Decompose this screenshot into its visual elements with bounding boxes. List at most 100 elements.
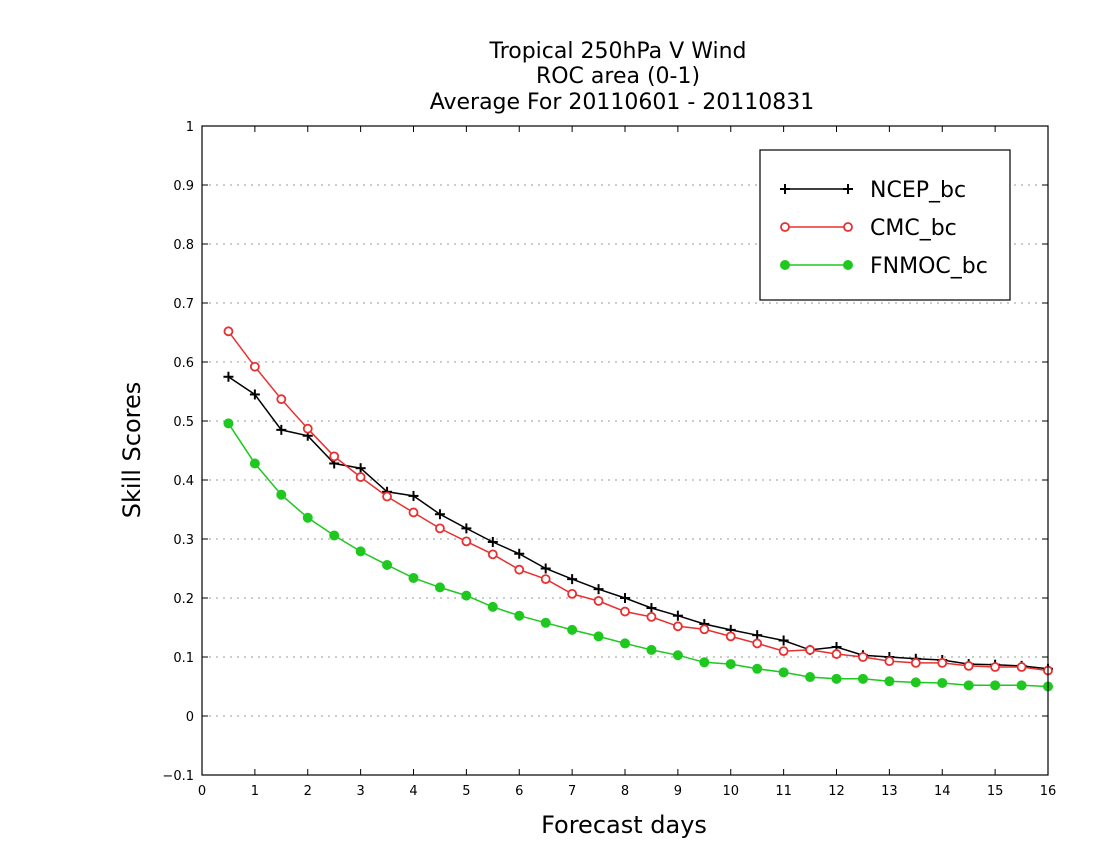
cmc_bc-point (408, 507, 419, 518)
x-tick-label: 6 (515, 784, 523, 799)
fnmoc_bc-point (752, 663, 763, 674)
cmc_bc-point (1016, 662, 1027, 672)
cmc_bc-point (937, 658, 948, 668)
cmc_bc-point (725, 631, 736, 642)
series-fnmoc_bc (223, 418, 1053, 692)
cmc_bc-point (540, 574, 551, 585)
fnmoc_bc-point (567, 624, 578, 635)
cmc_bc-point (382, 491, 392, 502)
x-tick-label: 14 (934, 784, 951, 799)
y-tick-label: 0.2 (173, 592, 194, 607)
cmc_bc-point (990, 662, 1001, 672)
ncep_bc-point (620, 593, 630, 603)
ncep_bc-point (567, 574, 578, 585)
cmc_bc-point (435, 523, 445, 534)
cmc_bc-line (227, 330, 1049, 672)
ncep_bc-point (276, 424, 287, 435)
cmc_bc-point (672, 621, 683, 632)
cmc_bc-point (858, 652, 868, 662)
y-tick-label: 0.9 (173, 179, 194, 194)
legend-label-fnmoc_bc: FNMOC_bc (870, 254, 988, 279)
fnmoc_bc-point (857, 673, 868, 684)
ncep_bc-line (227, 376, 1049, 670)
fnmoc_bc-point (461, 590, 472, 601)
legend-entry-ncep_bc: NCEP_bc (780, 178, 966, 203)
legend-marker-cmc_bc (780, 222, 790, 232)
x-tick-label: 15 (987, 784, 1004, 799)
legend-marker-ncep_bc (780, 184, 790, 194)
fnmoc_bc-point (382, 559, 393, 570)
legend-entries: NCEP_bc CMC_bc FNMOC_bc (780, 178, 988, 279)
cmc_bc-point (620, 606, 630, 617)
fnmoc_bc-point (408, 572, 419, 583)
ncep_bc-point (593, 584, 604, 595)
cmc_bc-point (699, 624, 710, 635)
cmc_bc-point (593, 596, 604, 606)
fnmoc_bc-point (276, 489, 287, 500)
fnmoc_bc-point (249, 458, 260, 469)
y-tick-label: 0.8 (173, 238, 194, 253)
axis-ticks: −0.100.10.20.30.40.50.60.70.80.910 1 2 3 4 5 6… (162, 120, 1056, 799)
fnmoc_bc-point (884, 676, 895, 687)
y-tick-label: −0.1 (162, 769, 194, 784)
legend-marker-fnmoc_bc (843, 260, 853, 270)
y-tick-label: 0.4 (173, 474, 194, 489)
ncep_bc-point (487, 536, 498, 547)
fnmoc_bc-line (227, 422, 1049, 688)
fnmoc_bc-point (831, 673, 842, 684)
y-tick-label: 0.3 (173, 533, 194, 548)
ncep_bc-point (461, 523, 472, 534)
ncep_bc-point (434, 509, 445, 520)
y-tick-label: 0.7 (173, 297, 194, 312)
fnmoc_bc-point (540, 617, 551, 628)
cmc_bc-point (805, 645, 815, 655)
cmc_bc-point (778, 646, 789, 656)
legend-marker-cmc_bc (843, 222, 853, 232)
x-tick-label: 0 (198, 784, 206, 799)
x-tick-label: 16 (1040, 784, 1057, 799)
legend-label-cmc_bc: CMC_bc (870, 216, 957, 241)
grid (202, 184, 1048, 717)
cmc_bc-point (831, 649, 842, 659)
chart-title-line-1: Tropical 250hPa V Wind (488, 39, 746, 64)
fnmoc_bc-point (937, 677, 948, 688)
cmc_bc-point (249, 361, 260, 372)
y-tick-label: 0.5 (173, 415, 194, 430)
legend-box (759, 149, 1011, 301)
fnmoc_bc-point (646, 644, 657, 655)
ncep_bc-point (514, 548, 525, 559)
ncep_bc-point (408, 490, 419, 501)
x-tick-label: 8 (621, 784, 629, 799)
y-tick-label: 1 (186, 120, 194, 135)
x-tick-label: 5 (462, 784, 470, 799)
ncep_bc-point (646, 603, 657, 614)
legend-entry-cmc_bc: CMC_bc (780, 216, 957, 241)
cmc_bc-point (963, 660, 974, 671)
ncep_bc-point (540, 563, 551, 574)
fnmoc_bc-point (302, 512, 313, 523)
x-tick-label: 9 (674, 784, 682, 799)
x-tick-label: 3 (356, 784, 364, 799)
legend-marker-fnmoc_bc (780, 260, 790, 270)
cmc_bc-point (302, 423, 313, 434)
y-tick-label: 0 (186, 710, 194, 725)
ncep_bc-point (778, 635, 789, 646)
y-tick-label: 0.1 (173, 651, 194, 666)
fnmoc_bc-point (778, 667, 789, 678)
fnmoc_bc-point (487, 601, 498, 612)
ncep_bc-point (672, 610, 683, 621)
x-tick-label: 1 (251, 784, 259, 799)
ncep_bc-point (752, 630, 763, 641)
cmc_bc-point (355, 472, 366, 482)
legend-entry-fnmoc_bc: FNMOC_bc (780, 254, 988, 279)
x-tick-label: 7 (568, 784, 576, 799)
ncep_bc-point (223, 371, 234, 382)
fnmoc_bc-point (434, 582, 445, 593)
chart-title-line-3: Average For 20110601 - 20110831 (430, 90, 815, 115)
cmc_bc-point (223, 326, 234, 337)
cmc_bc-point (514, 564, 525, 575)
fnmoc_bc-point (910, 677, 921, 688)
fnmoc_bc-point (223, 418, 234, 429)
fnmoc_bc-point (620, 638, 630, 649)
